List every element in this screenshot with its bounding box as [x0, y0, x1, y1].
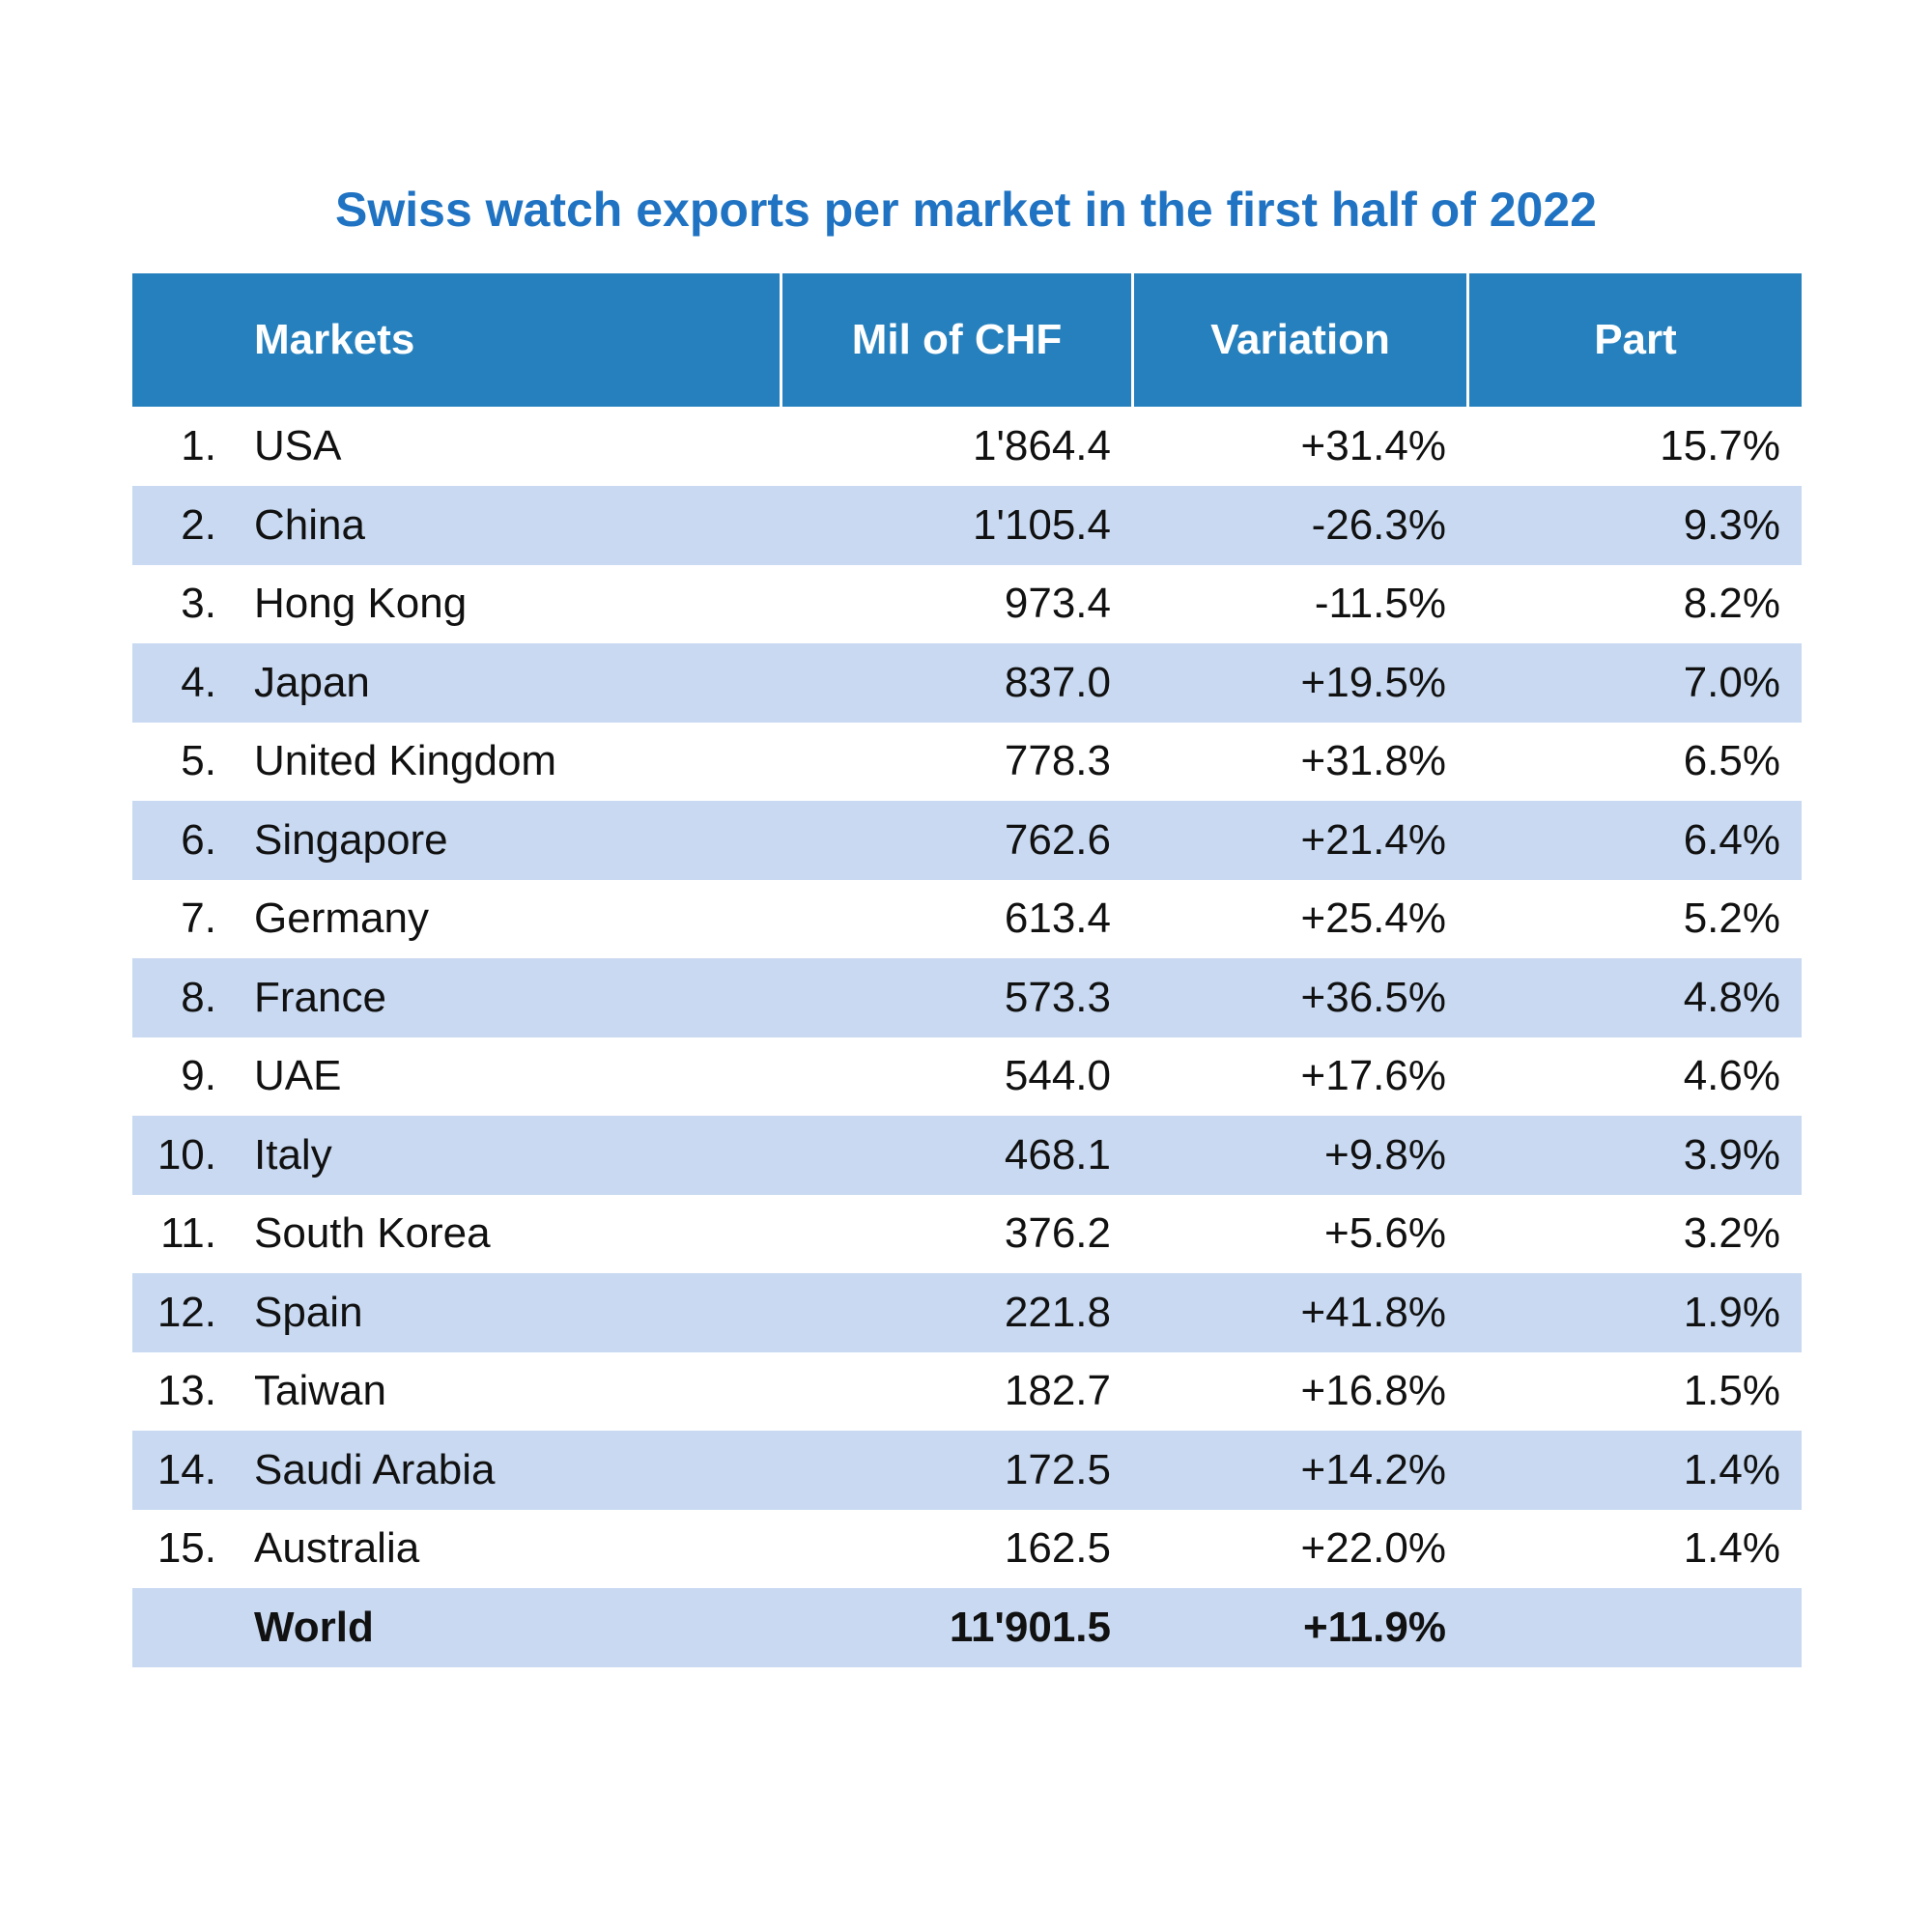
rank: 11. [160, 1209, 216, 1257]
market: Japan [254, 658, 370, 706]
market: Germany [254, 895, 429, 942]
variation: +31.4% [1300, 422, 1446, 469]
mil-chf: 762.6 [1004, 815, 1111, 864]
variation: +22.0% [1300, 1524, 1446, 1572]
part: 6.5% [1683, 737, 1780, 784]
mil-chf: 613.4 [1004, 895, 1111, 942]
rank: 7. [181, 895, 216, 942]
market: China [254, 500, 365, 549]
mil-chf: 1'105.4 [973, 500, 1111, 549]
rank: 9. [181, 1052, 216, 1099]
mil-chf: 1'864.4 [973, 422, 1111, 469]
market: USA [254, 422, 342, 469]
market: United Kingdom [254, 737, 557, 784]
mil-chf: 182.7 [1004, 1367, 1111, 1414]
mil-chf: 376.2 [1004, 1209, 1111, 1257]
row-band [132, 957, 1802, 1037]
rank: 2. [181, 500, 216, 549]
part: 6.4% [1683, 815, 1780, 864]
rank: 5. [181, 737, 216, 784]
rank: 6. [181, 815, 216, 864]
market: Australia [254, 1524, 420, 1572]
market: Taiwan [254, 1367, 386, 1414]
mil-chf: 544.0 [1004, 1052, 1111, 1099]
header-cell [132, 273, 780, 407]
part: 1.5% [1683, 1367, 1780, 1414]
variation: +41.8% [1300, 1288, 1446, 1336]
rank: 3. [181, 580, 216, 627]
row-band [132, 485, 1802, 565]
variation: +25.4% [1300, 895, 1446, 942]
variation: +21.4% [1300, 815, 1446, 864]
header-cell [782, 273, 1131, 407]
variation: +31.8% [1300, 737, 1446, 784]
row-band [132, 800, 1802, 880]
part: 1.4% [1683, 1445, 1780, 1493]
variation: +9.8% [1324, 1130, 1446, 1179]
market: Hong Kong [254, 580, 468, 627]
part: 4.6% [1683, 1052, 1780, 1099]
variation: +14.2% [1300, 1445, 1446, 1493]
part: 7.0% [1683, 658, 1780, 706]
part: 1.9% [1683, 1288, 1780, 1336]
market: Spain [254, 1288, 363, 1336]
mil-chf: 778.3 [1004, 737, 1111, 784]
mil-chf: 162.5 [1004, 1524, 1111, 1572]
market: World [254, 1603, 374, 1651]
variation: -26.3% [1311, 500, 1446, 549]
market: France [254, 973, 386, 1021]
rank: 13. [156, 1367, 216, 1414]
row-band [132, 1272, 1802, 1352]
column-header: Part [1594, 316, 1677, 363]
variation: +5.6% [1324, 1209, 1446, 1257]
variation: +36.5% [1300, 973, 1446, 1021]
variation: +16.8% [1300, 1367, 1446, 1414]
rank: 1. [181, 422, 216, 469]
mil-chf: 172.5 [1004, 1445, 1111, 1493]
mil-chf: 573.3 [1004, 973, 1111, 1021]
column-header: Markets [254, 316, 415, 363]
mil-chf: 468.1 [1004, 1130, 1111, 1179]
mil-chf: 837.0 [1004, 658, 1111, 706]
rank: 4. [181, 658, 216, 706]
part: 5.2% [1683, 895, 1780, 942]
part: 3.9% [1683, 1130, 1780, 1179]
rank: 12. [156, 1288, 216, 1336]
header-cell [1134, 273, 1466, 407]
market: UAE [254, 1052, 342, 1099]
row-band [132, 1587, 1802, 1667]
row-band [132, 1430, 1802, 1510]
part: 8.2% [1683, 580, 1780, 627]
variation: -11.5% [1314, 580, 1446, 627]
mil-chf: 221.8 [1004, 1288, 1111, 1336]
header-cell [1469, 273, 1802, 407]
column-header: Mil of CHF [851, 316, 1063, 363]
rank: 10. [156, 1130, 216, 1179]
variation: +19.5% [1300, 658, 1446, 706]
rank: 14. [156, 1445, 216, 1493]
part: 3.2% [1683, 1209, 1780, 1257]
market: South Korea [254, 1209, 491, 1257]
part: 4.8% [1683, 973, 1780, 1021]
part: 9.3% [1683, 500, 1780, 549]
row-band [132, 1115, 1802, 1195]
row-band [132, 642, 1802, 723]
mil-chf: 11'901.5 [949, 1603, 1111, 1651]
rank: 15. [156, 1524, 216, 1572]
variation: +17.6% [1300, 1052, 1446, 1099]
column-header: Variation [1210, 316, 1390, 363]
market: Saudi Arabia [254, 1445, 496, 1493]
part: 15.7% [1660, 422, 1780, 469]
mil-chf: 973.4 [1004, 580, 1111, 627]
market: Singapore [254, 815, 448, 864]
part: 1.4% [1683, 1524, 1780, 1572]
market: Italy [254, 1130, 332, 1179]
rank: 8. [181, 973, 216, 1021]
title: Swiss watch exports per market in the fi… [335, 183, 1597, 237]
variation: +11.9% [1302, 1603, 1446, 1651]
